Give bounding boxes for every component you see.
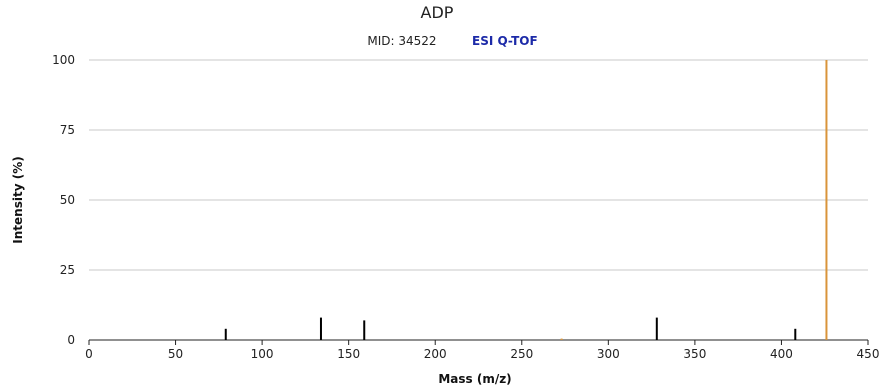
chart-title: ADP [421, 3, 454, 22]
instrument-label: ESI Q-TOF [472, 34, 538, 48]
y-tick-label: 25 [60, 263, 75, 277]
x-tick-label: 350 [683, 347, 706, 361]
x-axis-label: Mass (m/z) [438, 372, 511, 386]
y-axis-label: Intensity (%) [11, 156, 25, 243]
peaks [224, 60, 828, 340]
x-tick-label: 150 [337, 347, 360, 361]
y-tick-label: 100 [52, 53, 75, 67]
x-tick-label: 450 [857, 347, 880, 361]
x-tick-label: 0 [85, 347, 93, 361]
chart-subtitle: MID: 34522 [367, 34, 436, 48]
x-tick-label: 300 [597, 347, 620, 361]
x-tick-label: 400 [770, 347, 793, 361]
x-tick-label: 200 [424, 347, 447, 361]
x-axis: 0 50 100 150 200 250 300 350 400 450 [85, 339, 880, 361]
gridlines [89, 59, 868, 271]
y-axis-ticks: 0 25 50 75 100 [52, 53, 75, 347]
y-tick-label: 0 [67, 333, 75, 347]
y-tick-label: 75 [60, 123, 75, 137]
x-tick-label: 100 [251, 347, 274, 361]
x-tick-label: 250 [510, 347, 533, 361]
y-tick-label: 50 [60, 193, 75, 207]
x-tick-label: 50 [168, 347, 183, 361]
